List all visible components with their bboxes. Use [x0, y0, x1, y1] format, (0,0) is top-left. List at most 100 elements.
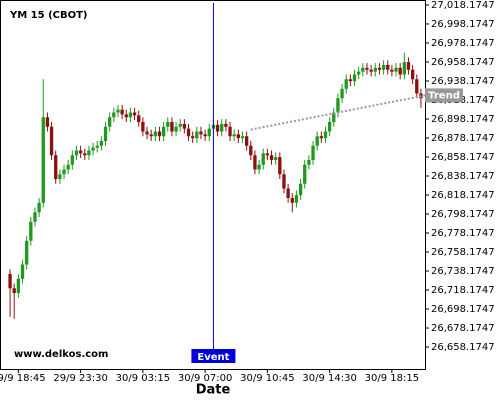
candle-body — [141, 122, 145, 132]
candle-body — [112, 112, 116, 118]
event-label: Event — [197, 352, 229, 363]
x-tick-label: 30/9 07:00 — [178, 373, 232, 384]
event-box — [191, 349, 236, 363]
candle-body — [381, 64, 386, 70]
candle-body — [186, 128, 191, 137]
y-tick-label: 26,958.1747 — [431, 57, 495, 68]
x-tick-label: 30/9 10:45 — [240, 373, 294, 384]
candle-body — [166, 122, 170, 127]
candle-body — [286, 188, 290, 199]
candle-body — [274, 157, 278, 161]
candle-body — [161, 126, 166, 137]
candle-body — [137, 115, 141, 123]
candle-body — [12, 288, 16, 294]
y-tick-label: 26,738.1747 — [431, 266, 495, 277]
candle-body — [278, 157, 282, 175]
candle-body — [336, 98, 340, 113]
y-tick-label: 26,898.1747 — [431, 114, 495, 125]
y-tick-label: 26,658.1747 — [431, 342, 495, 353]
candle-body — [373, 67, 377, 72]
trend-line — [250, 94, 426, 131]
candle-body — [83, 153, 87, 156]
candle-body — [124, 114, 128, 118]
candle-body — [33, 212, 37, 222]
candle-body — [357, 71, 361, 75]
candle-body — [108, 117, 112, 127]
y-tick-label: 26,858.1747 — [431, 152, 495, 163]
trend-box — [425, 88, 463, 103]
candle-body — [191, 136, 195, 139]
trend-label: Trend — [428, 90, 460, 101]
candle-body — [145, 131, 149, 135]
candle-body — [66, 164, 70, 170]
candle-body — [348, 79, 353, 82]
candle-body — [224, 123, 228, 127]
plot-frame — [0, 0, 426, 370]
candle-body — [49, 126, 54, 156]
x-tick-label: 30/9 14:30 — [302, 373, 356, 384]
candle-body — [153, 131, 157, 137]
candle-body — [253, 155, 257, 170]
candle-body — [207, 128, 211, 137]
candle-body — [182, 123, 187, 129]
x-tick-label: 29/9 18:45 — [0, 373, 46, 384]
y-tick-label: 26,778.1747 — [431, 228, 495, 239]
y-tick-label: 26,998.1747 — [431, 19, 495, 30]
candle-body — [294, 195, 299, 203]
candle-body — [290, 198, 294, 203]
candle-body — [203, 134, 207, 137]
candle-body — [332, 112, 336, 123]
candle-body — [29, 221, 33, 241]
y-tick-label: 26,678.1747 — [431, 323, 495, 334]
candle-body — [340, 88, 344, 99]
candle-body — [20, 264, 25, 279]
candle-body — [303, 164, 307, 184]
candle-body — [87, 150, 91, 156]
y-tick-label: 26,938.1747 — [431, 76, 495, 87]
candle-body — [91, 147, 95, 151]
x-tick-label: 29/9 23:30 — [53, 373, 107, 384]
candle-body — [415, 79, 419, 94]
candle-body — [386, 64, 390, 70]
candle-body — [132, 112, 137, 116]
candle-body — [311, 145, 315, 161]
chart-title: YM 15 (CBOT) — [9, 10, 88, 21]
candle-body — [99, 141, 104, 146]
candle-body — [323, 131, 328, 139]
candle-body — [116, 109, 120, 113]
candle-body — [261, 153, 265, 165]
y-tick-label: 26,798.1747 — [431, 209, 495, 220]
candle-body — [103, 126, 108, 142]
candle-body — [236, 134, 240, 139]
candle-body — [220, 123, 224, 132]
candle-body — [232, 134, 236, 137]
candle-body — [307, 160, 311, 165]
candle-body — [41, 117, 45, 203]
candle-body — [352, 74, 357, 82]
candle-body — [149, 134, 153, 137]
x-tick-label: 30/9 03:15 — [116, 373, 170, 384]
candle-body — [257, 164, 261, 170]
candle-body — [369, 69, 373, 72]
candle-body — [170, 122, 174, 132]
candle-body — [406, 62, 411, 70]
y-tick-label: 27,018.1747 — [431, 0, 495, 11]
candle-body — [327, 122, 332, 132]
x-tick-label: 30/9 18:15 — [365, 373, 419, 384]
candle-body — [319, 136, 323, 139]
y-tick-label: 26,878.1747 — [431, 133, 495, 144]
candle-body — [377, 67, 382, 70]
candle-body — [394, 67, 398, 72]
candle-body — [95, 145, 99, 148]
candle-body — [298, 183, 303, 196]
candle-body — [174, 126, 178, 132]
y-tick-label: 26,818.1747 — [431, 190, 495, 201]
candle-body — [45, 117, 50, 127]
candle-body — [128, 112, 133, 118]
candle-body — [199, 131, 203, 135]
y-tick-label: 26,698.1747 — [431, 304, 495, 315]
candle-body — [398, 67, 402, 75]
candle-body — [344, 79, 348, 89]
candle-body — [8, 274, 12, 289]
